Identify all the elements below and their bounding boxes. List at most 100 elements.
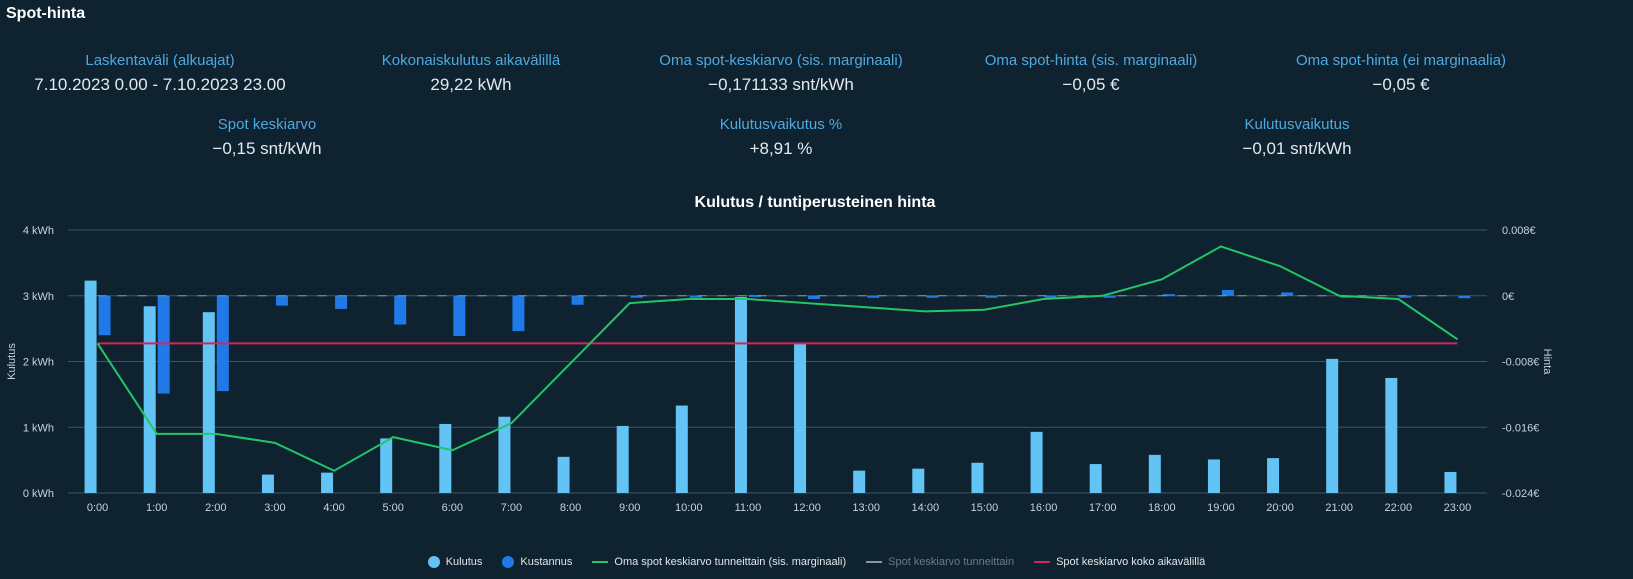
legend-item[interactable]: Spot keskiarvo koko aikavälillä [1034,556,1205,568]
kustannus-bar [512,295,525,332]
kulutus-bar [1444,471,1457,493]
kustannus-bar [1044,295,1057,298]
y2-tick-label: -0.016€ [1502,422,1539,434]
kustannus-bar [335,295,348,309]
stat-value: +8,91 % [749,139,813,158]
stat-laskentavali: Laskentaväli (alkuajat) 7.10.2023 0.00 -… [0,52,330,95]
y2-axis-label: Hinta [1541,349,1553,376]
stat-label: Oma spot-hinta (sis. marginaali) [984,52,1198,69]
page-title: Spot-hinta [6,5,86,22]
kulutus-bar [616,425,629,493]
x-tick-label: 2:00 [205,502,226,514]
kulutus-bar [853,470,866,493]
x-tick-label: 14:00 [912,502,940,514]
legend-label: Spot keskiarvo koko aikavälillä [1056,556,1206,568]
x-tick-label: 4:00 [323,502,344,514]
legend-item[interactable]: Spot keskiarvo tunneittain [866,556,1014,568]
kustannus-bar [275,295,288,306]
stat-spot-keskiarvo: Spot keskiarvo −0,15 snt/kWh [97,116,437,159]
kulutus-bar [261,474,274,493]
x-tick-label: 16:00 [1030,502,1058,514]
y-tick-label: 3 kWh [23,291,54,303]
kustannus-bar [926,295,939,298]
stat-label: Kulutusvaikutus [1244,116,1350,133]
legend-item[interactable]: Kulutus [427,556,483,568]
kustannus-bar [808,295,821,300]
stat-kulutusvaikutus-pct: Kulutusvaikutus % +8,91 % [611,116,951,159]
legend-label: Spot keskiarvo tunneittain [888,556,1015,568]
kulutus-bar [1207,459,1220,493]
x-tick-label: 10:00 [675,502,703,514]
stat-label: Laskentaväli (alkuajat) [85,52,235,69]
x-tick-label: 19:00 [1207,502,1235,514]
kulutus-bar [498,416,511,493]
stat-label: Oma spot-keskiarvo (sis. marginaali) [659,52,903,69]
y-tick-label: 2 kWh [23,357,54,369]
kustannus-bar [630,295,643,298]
stat-label: Kulutusvaikutus % [719,116,843,133]
stat-label: Kokonaiskulutus aikavälillä [381,52,561,69]
chart-title: Kulutus / tuntiperusteinen hinta [695,194,936,211]
stat-kulutusvaikutus: Kulutusvaikutus −0,01 snt/kWh [1127,116,1467,159]
kulutus-bar [321,472,334,493]
x-tick-label: 9:00 [619,502,640,514]
legend-swatch [1034,561,1051,563]
y-tick-label: 0 kWh [23,488,54,500]
kulutus-bar [84,280,97,493]
kustannus-bar [689,295,702,298]
kulutus-bar [971,462,984,493]
kustannus-bar [1399,295,1412,298]
x-tick-label: 0:00 [87,502,108,514]
kustannus-bar [1281,292,1294,296]
kustannus-bar [985,295,998,298]
stat-oma-spot-hinta-marginaali: Oma spot-hinta (sis. marginaali) −0,05 € [921,52,1261,95]
x-tick-label: 7:00 [501,502,522,514]
kustannus-bar [453,295,466,337]
legend-label: Oma spot keskiarvo tunneittain (sis. mar… [614,556,847,568]
kulutus-bar [1148,454,1161,493]
x-tick-label: 8:00 [560,502,581,514]
legend-swatch [502,556,515,568]
y-axis-label: Kulutus [6,343,18,380]
x-tick-label: 1:00 [146,502,167,514]
y2-tick-label: -0.024€ [1502,488,1539,500]
x-tick-label: 11:00 [735,502,762,514]
legend-item[interactable]: Oma spot keskiarvo tunneittain (sis. mar… [592,556,846,568]
y2-tick-label: 0€ [1502,291,1514,303]
legend-label: Kulutus [445,556,483,568]
x-tick-label: 6:00 [442,502,463,514]
stat-label: Oma spot-hinta (ei marginaalia) [1295,52,1507,69]
x-tick-label: 18:00 [1148,502,1176,514]
x-tick-label: 21:00 [1325,502,1353,514]
x-tick-label: 3:00 [264,502,285,514]
kulutus-bar [1326,358,1339,493]
stat-value: −0,15 snt/kWh [212,139,322,158]
kulutus-bar [439,423,452,493]
kulutus-bar [557,456,570,493]
x-tick-label: 17:00 [1089,502,1117,514]
kustannus-bar [157,295,170,394]
stat-oma-spot-hinta-ei-marginaalia: Oma spot-hinta (ei marginaalia) −0,05 € [1231,52,1571,95]
kustannus-bar [1162,294,1175,297]
kulutus-bar [734,297,747,493]
legend-swatch [866,561,883,563]
legend-item[interactable]: Kustannus [502,556,572,568]
kulutus-bar [912,468,925,493]
kustannus-bar [867,295,880,298]
y2-tick-label: -0.008€ [1502,357,1539,369]
kustannus-bar [1103,295,1116,298]
legend-swatch [427,556,440,568]
kustannus-bar [571,295,584,305]
chart-legend: Kulutus Kustannus Oma spot keskiarvo tunne… [0,556,1633,568]
stat-value: −0,05 € [1372,75,1430,94]
x-tick-label: 5:00 [382,502,403,514]
x-tick-label: 13:00 [852,502,880,514]
y-tick-label: 4 kWh [23,225,54,237]
y2-tick-label: 0.008€ [1502,225,1536,237]
stat-label: Spot keskiarvo [217,116,317,133]
x-tick-label: 15:00 [971,502,999,514]
kustannus-bar [394,295,407,325]
stat-value: −0,171133 snt/kWh [708,75,854,94]
kulutus-bar [1267,458,1280,493]
kustannus-bar [748,294,761,297]
